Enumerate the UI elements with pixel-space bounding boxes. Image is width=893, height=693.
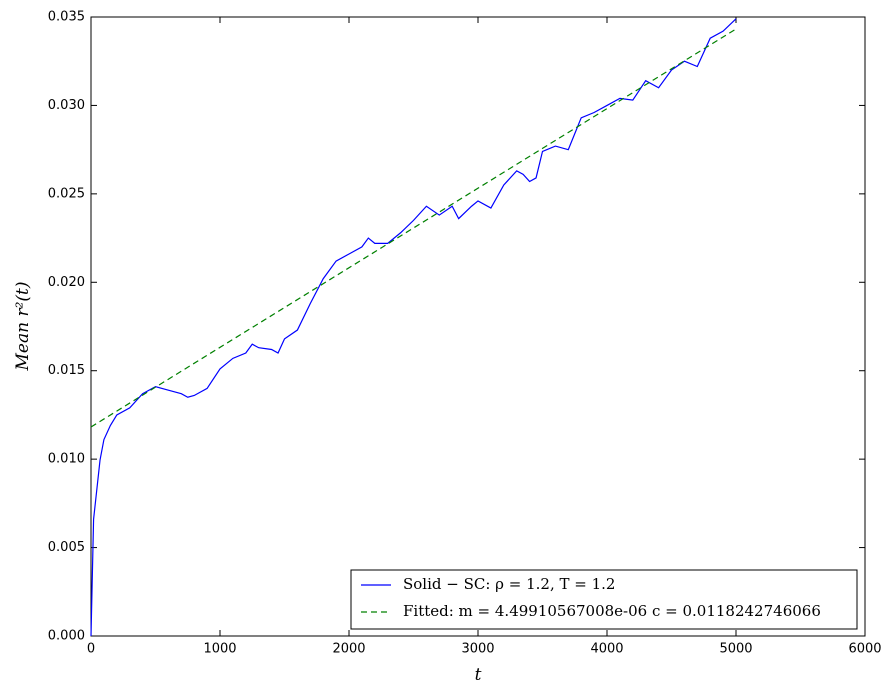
x-tick-label: 1000 <box>203 642 236 657</box>
legend-label: Fitted: m = 4.49910567008e-06 c = 0.0118… <box>403 602 821 620</box>
x-tick-label: 0 <box>87 642 95 657</box>
y-tick-label: 0.035 <box>48 10 85 25</box>
y-tick-label: 0.005 <box>48 540 85 555</box>
x-tick-label: 2000 <box>332 642 365 657</box>
x-tick-label: 6000 <box>848 642 881 657</box>
legend-label: Solid − SC: ρ = 1.2, T = 1.2 <box>403 575 615 593</box>
y-tick-label: 0.015 <box>48 363 85 378</box>
series-line <box>90 18 737 637</box>
legend-box <box>350 569 858 630</box>
y-tick-label: 0.030 <box>48 98 85 113</box>
plot-frame <box>90 16 866 637</box>
y-tick-label: 0.000 <box>48 629 85 644</box>
y-tick-label: 0.010 <box>48 452 85 467</box>
series-line <box>90 28 737 428</box>
x-tick-label: 4000 <box>590 642 623 657</box>
y-axis-title: Mean r²(t) <box>13 282 33 372</box>
x-axis-title: t <box>475 665 482 685</box>
y-tick-label: 0.025 <box>48 186 85 201</box>
x-tick-label: 5000 <box>719 642 752 657</box>
x-tick-label: 3000 <box>461 642 494 657</box>
y-tick-label: 0.020 <box>48 275 85 290</box>
